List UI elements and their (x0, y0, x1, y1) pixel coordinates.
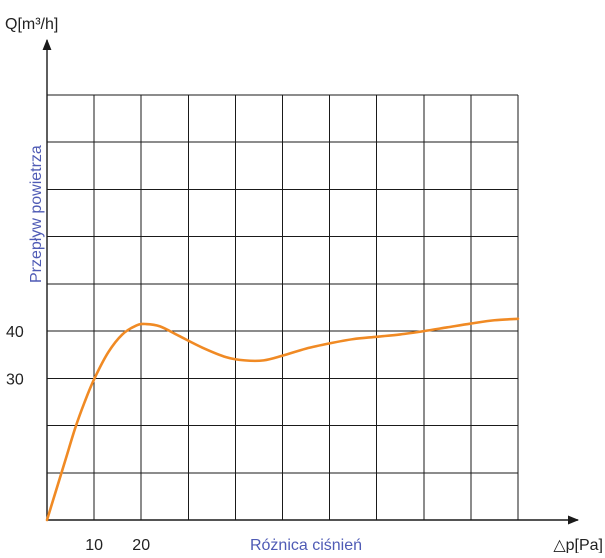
y-axis-unit-label: Q[m³/h] (5, 16, 58, 33)
x-tick-label: 10 (85, 537, 103, 553)
x-axis-unit-label: △p[Pa] (553, 537, 603, 553)
grid (47, 94, 519, 520)
x-axis-title: Różnica ciśnień (250, 537, 362, 553)
y-axis-title: Przepływ powietrza (28, 145, 45, 283)
y-tick-label: 30 (6, 371, 24, 388)
series-line (45, 317, 520, 522)
x-tick-label: 20 (132, 537, 150, 553)
series-layer (45, 317, 520, 522)
tick-labels: 10 20 30 40 (6, 324, 150, 554)
y-tick-label: 40 (6, 324, 24, 341)
